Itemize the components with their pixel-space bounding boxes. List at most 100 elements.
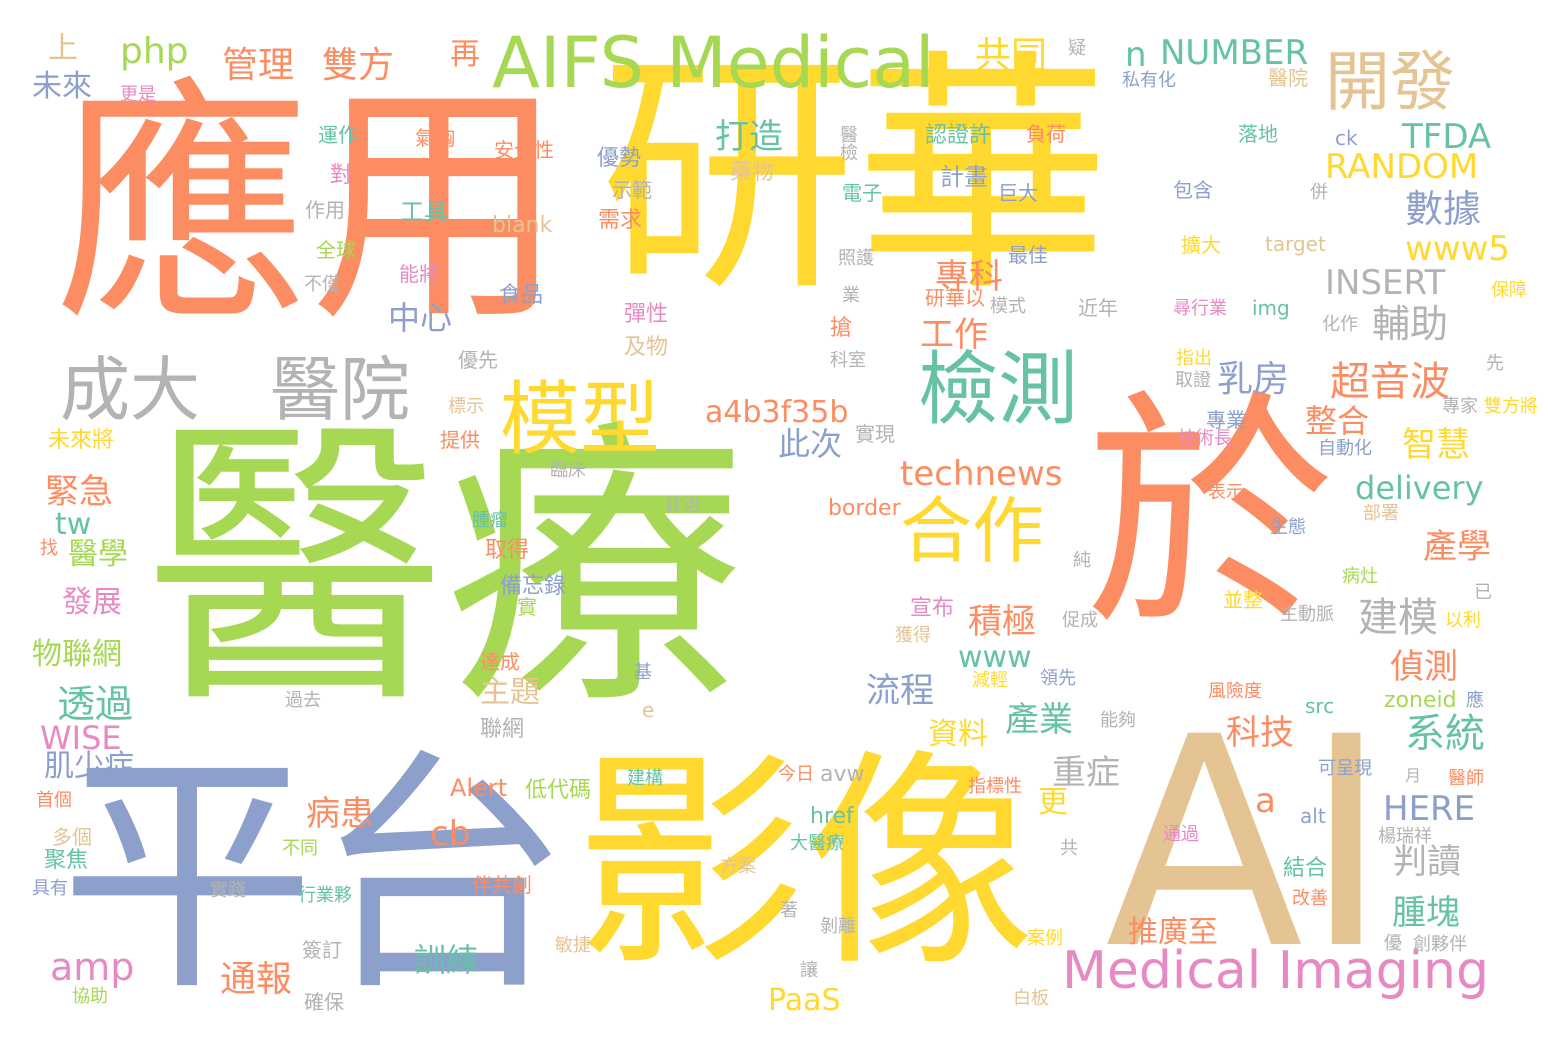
word: PaaS xyxy=(768,983,841,1018)
word: NUMBER xyxy=(1160,33,1309,73)
word: 推廣至 xyxy=(1128,915,1218,950)
word: 大醫療 xyxy=(790,833,844,854)
word: Alert xyxy=(450,774,508,802)
word: 純 xyxy=(1073,550,1091,571)
word: 不僅 xyxy=(304,274,340,295)
word: 建模 xyxy=(1358,595,1438,641)
word: 臨床 xyxy=(550,460,586,481)
word: 最佳 xyxy=(1008,243,1048,267)
word: 領先 xyxy=(1040,668,1076,689)
word: 模型 xyxy=(500,373,660,466)
word: 腫塊 xyxy=(1392,893,1460,933)
word: 業 xyxy=(842,285,860,306)
word: 宣布 xyxy=(910,596,955,621)
word: 照護 xyxy=(838,248,874,269)
word: 研華 xyxy=(600,29,1111,326)
word: 示範 xyxy=(612,178,652,202)
word: amp xyxy=(50,945,135,989)
word: RANDOM xyxy=(1325,147,1479,187)
word: n xyxy=(1125,35,1147,75)
word: 實現 xyxy=(855,422,895,446)
word: 電子 xyxy=(842,181,882,205)
word: 基 xyxy=(634,662,652,683)
word: 結合 xyxy=(1283,856,1328,881)
word: img xyxy=(1252,296,1290,320)
word: 氣胸 xyxy=(415,126,455,150)
word: www5 xyxy=(1405,229,1511,269)
word: 促成 xyxy=(1062,610,1098,631)
word: 主動脈 xyxy=(1280,604,1334,625)
word: 中心 xyxy=(388,299,453,337)
word: 更是 xyxy=(120,84,156,105)
word: 雙方將 xyxy=(1484,396,1538,417)
word: 生態 xyxy=(1270,517,1306,538)
word: HERE xyxy=(1383,789,1476,829)
word: 食品 xyxy=(499,283,544,308)
word: 醫學 xyxy=(68,537,128,572)
word: 主題 xyxy=(480,675,540,710)
word: 技術長 xyxy=(1178,428,1232,449)
word: 取證 xyxy=(1175,370,1211,391)
word: 整合 xyxy=(1305,402,1370,440)
word: 醫師 xyxy=(1448,768,1484,789)
word: 成大 xyxy=(60,349,200,431)
word: 敏捷 xyxy=(555,935,591,956)
word: INSERT xyxy=(1325,263,1446,303)
word: 過去 xyxy=(285,690,321,711)
word: 於 xyxy=(1085,369,1335,660)
word: 系統 xyxy=(1405,711,1485,757)
word: 腫瘤 xyxy=(472,510,508,531)
word: 可呈現 xyxy=(1318,758,1372,779)
word: 積極 xyxy=(968,602,1036,642)
word: 緊急 xyxy=(45,472,113,512)
word: tw xyxy=(55,507,92,542)
word: 透過 xyxy=(57,682,134,726)
word: 聯網 xyxy=(480,717,525,742)
word: 著 xyxy=(780,900,798,921)
word: 重症 xyxy=(1052,753,1120,793)
word: 及物 xyxy=(624,335,669,360)
word: 改善 xyxy=(1292,888,1328,909)
word: 表示 xyxy=(1208,482,1244,503)
word: ck xyxy=(1335,126,1358,150)
word: 計畫 xyxy=(940,163,988,191)
word: 上 xyxy=(48,31,78,66)
word: 訓練 xyxy=(414,941,479,979)
word: 併 xyxy=(1310,182,1328,203)
word: 未來將 xyxy=(48,428,115,453)
word: 物聯網 xyxy=(32,637,122,672)
word: 化作 xyxy=(1322,314,1358,335)
word: 藥物 xyxy=(730,160,775,185)
word: blank xyxy=(492,213,553,238)
word: 已 xyxy=(1474,582,1492,603)
word: 標示 xyxy=(448,396,484,417)
word: 資料 xyxy=(928,717,988,752)
word: 乳房 xyxy=(1217,359,1290,400)
word: 取得 xyxy=(485,538,530,563)
word: border xyxy=(828,496,901,521)
word: 簽訂 xyxy=(302,938,342,962)
word: 能夠 xyxy=(1100,710,1136,731)
word: 月 xyxy=(1405,766,1422,785)
word: 保障 xyxy=(1491,280,1527,301)
word: 科室 xyxy=(830,350,866,371)
word: 數據 xyxy=(1405,187,1482,231)
word: 優勢 xyxy=(597,146,642,171)
word: 擴大 xyxy=(1181,233,1221,257)
word: target xyxy=(1265,232,1326,256)
word: 提供 xyxy=(440,428,480,452)
word: 彈性 xyxy=(624,302,669,327)
word: 白板 xyxy=(1013,988,1049,1009)
word: 近年 xyxy=(1078,296,1118,320)
word: alt xyxy=(1300,804,1326,828)
word: 對 xyxy=(330,163,353,188)
word: a4b3f35b xyxy=(705,395,849,430)
word: 自動化 xyxy=(1318,438,1372,459)
word: 安全性 xyxy=(494,138,554,162)
word: 包含 xyxy=(1173,178,1213,202)
word: 風險度 xyxy=(1208,681,1262,702)
word: 今日 xyxy=(778,764,814,785)
word: 應 xyxy=(1466,690,1484,711)
word: avw xyxy=(820,762,865,787)
